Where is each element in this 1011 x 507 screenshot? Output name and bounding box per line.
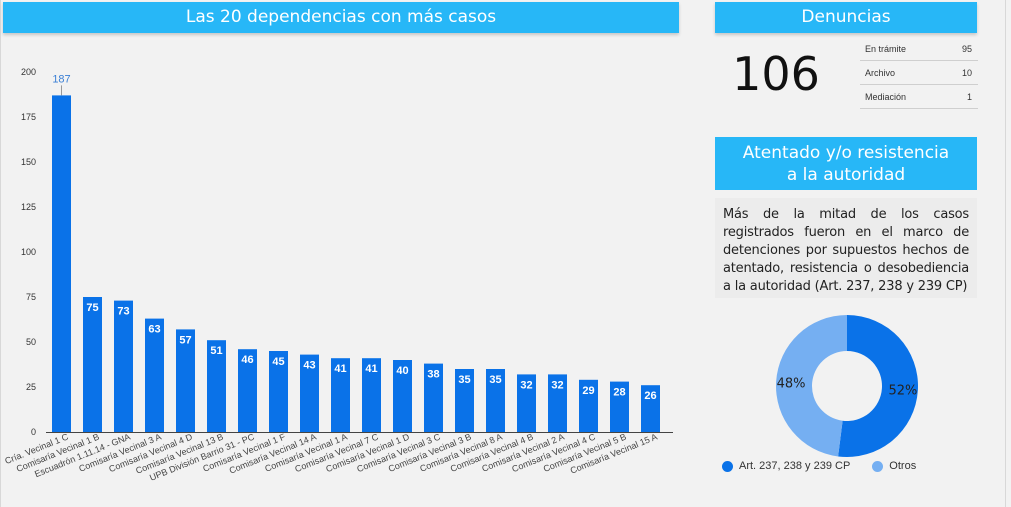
donut-value-label: 52%: [888, 383, 917, 398]
bar: [300, 354, 319, 432]
bar: [207, 340, 226, 432]
right-divider: [1005, 0, 1006, 507]
donut-chart: 52% 48%: [776, 315, 918, 457]
data-label: 41: [334, 363, 346, 375]
bar: [610, 381, 629, 432]
denuncias-title: Denuncias: [715, 2, 977, 33]
row-label: Mediación: [865, 91, 907, 102]
bar: [579, 379, 598, 432]
bar: [486, 369, 505, 432]
donut-slice[interactable]: [838, 315, 918, 457]
bar: [114, 300, 133, 432]
data-label: 73: [117, 306, 129, 318]
bar: [145, 318, 164, 432]
data-label: 43: [303, 360, 315, 372]
atentado-title: Atentado y/o resistencia a la autoridad: [715, 137, 977, 190]
data-label: 29: [582, 385, 594, 397]
y-tick-label: 175: [21, 112, 36, 122]
legend-dot-icon: [872, 460, 884, 472]
bar: [393, 360, 412, 432]
table-row: Mediación 1: [860, 85, 978, 109]
y-tick-label: 25: [26, 382, 36, 392]
data-label: 45: [272, 356, 284, 368]
data-label: 51: [210, 345, 222, 357]
bar: [176, 329, 195, 432]
y-tick-label: 50: [26, 337, 36, 347]
row-label: Archivo: [865, 67, 896, 78]
table-row: Archivo 10: [860, 61, 978, 85]
atentado-title-line2: a la autoridad: [786, 165, 906, 185]
bar-chart: 0 25 50 75 100 125 150 175 200 187 75 73 63 57 51 46 45…: [3, 67, 673, 483]
legend-dot-icon: [722, 460, 733, 472]
legend-item[interactable]: Otros: [872, 460, 916, 472]
bar: [238, 349, 257, 432]
atentado-description: Más de la mitad de los casos registrados…: [715, 198, 977, 298]
data-label: 40: [396, 365, 408, 377]
bar: [517, 374, 536, 432]
denuncias-total: 106: [732, 47, 820, 101]
chart-title: Las 20 dependencias con más casos: [3, 2, 679, 33]
denuncias-table: En trámite 95 Archivo 10 Mediación 1: [860, 37, 978, 109]
y-tick-label: 75: [26, 292, 36, 302]
data-label: 187: [52, 73, 70, 85]
bar: [52, 95, 71, 433]
row-label: En trámite: [865, 43, 907, 54]
y-tick-label: 150: [21, 157, 36, 167]
bar: [269, 351, 288, 432]
bar: [455, 369, 474, 432]
row-value: 95: [961, 43, 972, 54]
data-label: 38: [427, 369, 439, 381]
legend-label: Art. 237, 238 y 239 CP: [739, 460, 851, 472]
bar: [331, 358, 350, 432]
data-label: 35: [458, 374, 470, 386]
data-label: 35: [489, 374, 501, 386]
y-tick-label: 0: [31, 427, 36, 437]
row-value: 1: [966, 91, 972, 102]
data-label: 41: [365, 363, 377, 375]
table-row: En trámite 95: [860, 37, 978, 61]
row-value: 10: [961, 67, 972, 78]
data-label: 57: [179, 334, 191, 346]
data-label: 75: [86, 302, 98, 314]
donut-value-label: 48%: [777, 377, 806, 392]
bar: [641, 385, 660, 432]
y-axis: 0 25 50 75 100 125 150 175 200: [21, 67, 36, 437]
y-tick-label: 125: [21, 202, 36, 212]
data-label: 46: [241, 354, 253, 366]
legend-item[interactable]: Art. 237, 238 y 239 CP: [722, 460, 850, 472]
bar: [548, 374, 567, 432]
bar: [362, 358, 381, 432]
bars: 187 75 73 63 57 51 46 45 43 41 41 40 38 35 35 32 32 29 28 2…: [52, 73, 660, 433]
legend-label: Otros: [889, 460, 917, 472]
data-label: 32: [551, 379, 563, 391]
atentado-title-line1: Atentado y/o resistencia: [742, 143, 950, 163]
y-tick-label: 200: [21, 67, 36, 77]
data-label: 63: [148, 324, 160, 336]
bar: [83, 297, 102, 432]
donut-legend: Art. 237, 238 y 239 CP Otros: [722, 460, 938, 472]
y-tick-label: 100: [21, 247, 36, 257]
data-label: 26: [644, 390, 656, 402]
data-label: 28: [613, 387, 625, 399]
bar: [424, 363, 443, 432]
donut-slice[interactable]: [776, 315, 847, 457]
data-label: 32: [520, 379, 532, 391]
